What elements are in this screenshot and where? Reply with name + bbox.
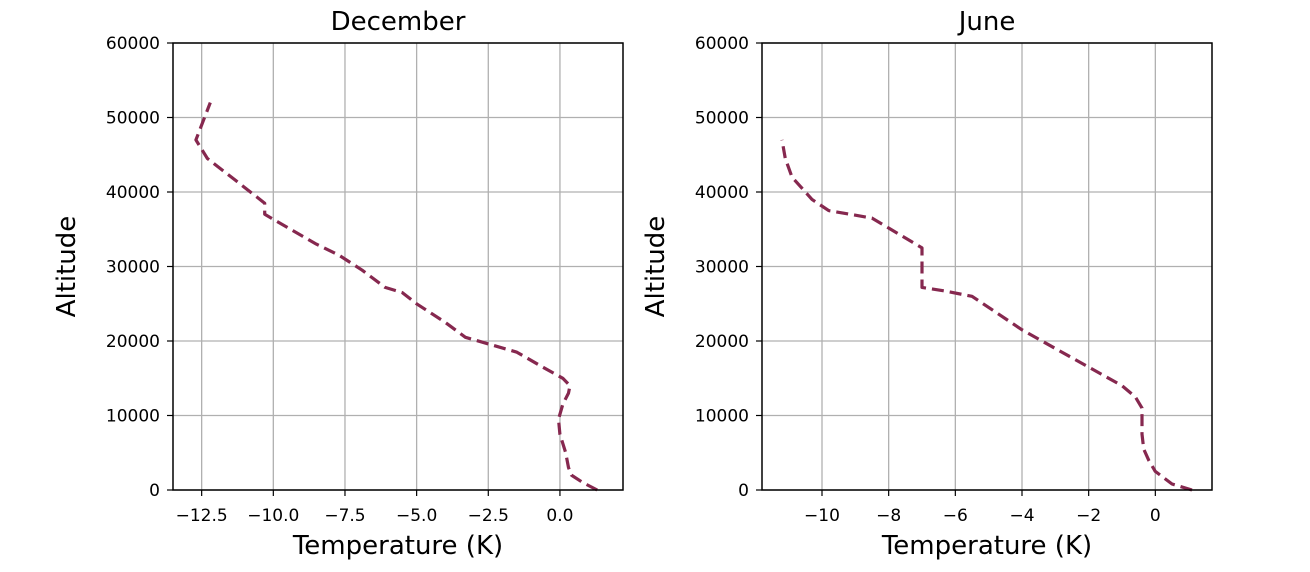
y-tick-label: 40000 xyxy=(106,183,160,203)
y-tick-label: 0 xyxy=(738,481,749,501)
x-tick-label: −2 xyxy=(1076,506,1101,526)
x-tick-label: 0.0 xyxy=(546,506,573,526)
y-tick-label: 0 xyxy=(149,481,160,501)
x-tick-label: −10.0 xyxy=(247,506,299,526)
x-tick-label: −7.5 xyxy=(324,506,365,526)
y-tick-label: 10000 xyxy=(695,407,749,427)
chart-title: June xyxy=(957,7,1016,37)
x-tick-label: −10 xyxy=(804,506,840,526)
x-axis-label: Temperature (K) xyxy=(292,531,503,561)
y-axis-label: Altitude xyxy=(641,216,671,318)
x-tick-label: −8 xyxy=(876,506,901,526)
y-tick-label: 20000 xyxy=(695,332,749,352)
y-tick-label: 50000 xyxy=(695,109,749,129)
x-tick-label: −5.0 xyxy=(396,506,437,526)
series-line xyxy=(780,139,1193,492)
y-tick-label: 50000 xyxy=(106,109,160,129)
y-tick-label: 60000 xyxy=(106,34,160,54)
chart-title: December xyxy=(331,7,466,37)
x-tick-label: −2.5 xyxy=(468,506,509,526)
y-tick-label: 30000 xyxy=(106,258,160,278)
y-tick-label: 10000 xyxy=(106,407,160,427)
x-axis-label: Temperature (K) xyxy=(881,531,1092,561)
x-tick-label: −6 xyxy=(943,506,968,526)
chart-panel-2: −10 −8 −6 −4 −2 0 0 10000 20000 30000 40000 50000 60… xyxy=(641,7,1213,561)
y-tick-label: 30000 xyxy=(695,258,749,278)
y-axis-label: Altitude xyxy=(52,216,82,318)
x-tick-label: −4 xyxy=(1009,506,1034,526)
y-tick-label: 60000 xyxy=(695,34,749,54)
chart-panel-1: −12.5 −10.0 −7.5 −5.0 −2.5 0.0 0 10000 20000 3000… xyxy=(52,7,624,561)
y-tick-label: 40000 xyxy=(695,183,749,203)
y-tick-label: 20000 xyxy=(106,332,160,352)
x-tick-label: 0 xyxy=(1150,506,1161,526)
x-tick-label: −12.5 xyxy=(176,506,228,526)
series-line xyxy=(194,102,598,492)
